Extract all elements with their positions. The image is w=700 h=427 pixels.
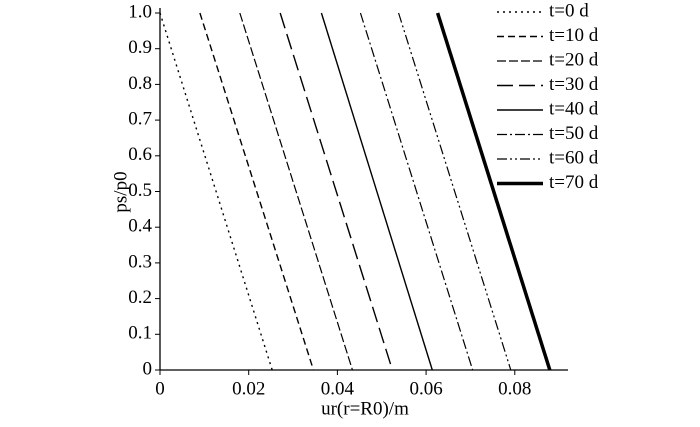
y-tick-label: 0.4 <box>128 216 152 237</box>
y-tick-label: 0.6 <box>128 144 152 165</box>
legend-label: t=0 d <box>549 0 589 21</box>
series-line <box>398 12 512 371</box>
x-tick-label: 0.08 <box>498 378 531 399</box>
y-tick-label: 0.3 <box>128 251 152 272</box>
legend-label: t=60 d <box>549 147 599 168</box>
legend-label: t=10 d <box>549 25 599 46</box>
y-tick-label: 1.0 <box>128 1 152 22</box>
y-tick-label: 0.9 <box>128 37 152 58</box>
y-tick-label: 0.7 <box>128 108 152 129</box>
y-tick-label: 0.1 <box>128 323 152 344</box>
x-tick-label: 0.02 <box>232 378 265 399</box>
series-line <box>279 12 394 371</box>
series-line <box>320 12 433 371</box>
y-tick-label: 0.5 <box>128 180 152 201</box>
x-tick-label: 0 <box>155 378 165 399</box>
series-line <box>159 12 273 371</box>
series-line <box>435 12 552 371</box>
series-line <box>239 12 354 371</box>
x-tick-label: 0.04 <box>321 378 355 399</box>
x-tick-label: 0.06 <box>409 378 442 399</box>
legend-label: t=20 d <box>549 49 599 70</box>
y-tick-label: 0.2 <box>128 287 152 308</box>
legend-label: t=70 d <box>549 172 599 193</box>
legend-label: t=30 d <box>549 74 599 95</box>
legend-label: t=40 d <box>549 98 599 119</box>
y-tick-label: 0.8 <box>128 73 152 94</box>
x-axis-label: ur(r=R0)/m <box>321 398 409 419</box>
series-line <box>359 12 474 371</box>
y-tick-label: 0 <box>143 358 153 379</box>
legend-label: t=50 d <box>549 123 599 144</box>
y-axis-label: ps/p0 <box>110 171 131 212</box>
series-line <box>199 12 315 371</box>
